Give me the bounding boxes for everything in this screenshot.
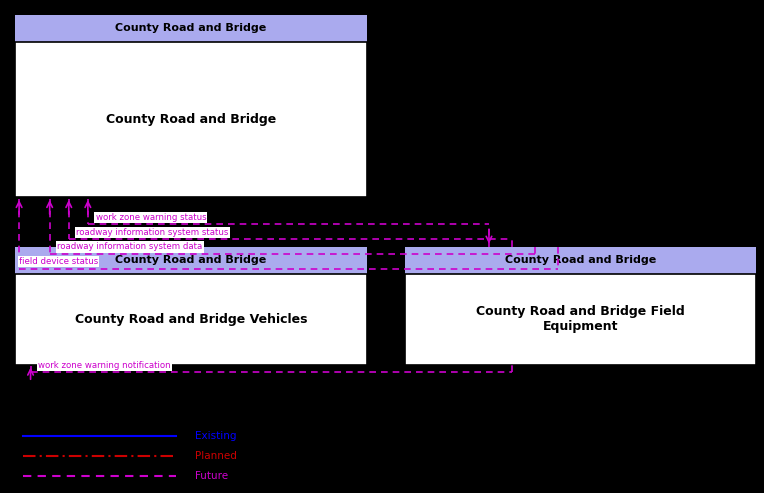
Text: Planned: Planned xyxy=(195,451,237,461)
Text: Existing: Existing xyxy=(195,431,236,441)
Text: Future: Future xyxy=(195,471,228,481)
Text: County Road and Bridge: County Road and Bridge xyxy=(115,23,267,34)
Bar xyxy=(15,246,367,274)
Text: County Road and Bridge: County Road and Bridge xyxy=(106,113,276,126)
Text: County Road and Bridge Field
Equipment: County Road and Bridge Field Equipment xyxy=(476,305,685,333)
Bar xyxy=(405,246,756,365)
Bar xyxy=(15,15,367,197)
Text: work zone warning notification: work zone warning notification xyxy=(38,361,171,370)
Text: County Road and Bridge: County Road and Bridge xyxy=(115,255,267,265)
Text: roadway information system status: roadway information system status xyxy=(76,228,228,237)
Bar xyxy=(15,246,367,365)
Text: field device status: field device status xyxy=(19,257,99,266)
Text: roadway information system data: roadway information system data xyxy=(57,243,202,251)
Bar xyxy=(405,246,756,274)
Bar xyxy=(15,15,367,42)
Text: work zone warning status: work zone warning status xyxy=(96,213,206,222)
Text: County Road and Bridge Vehicles: County Road and Bridge Vehicles xyxy=(75,313,307,326)
Text: County Road and Bridge: County Road and Bridge xyxy=(505,255,656,265)
